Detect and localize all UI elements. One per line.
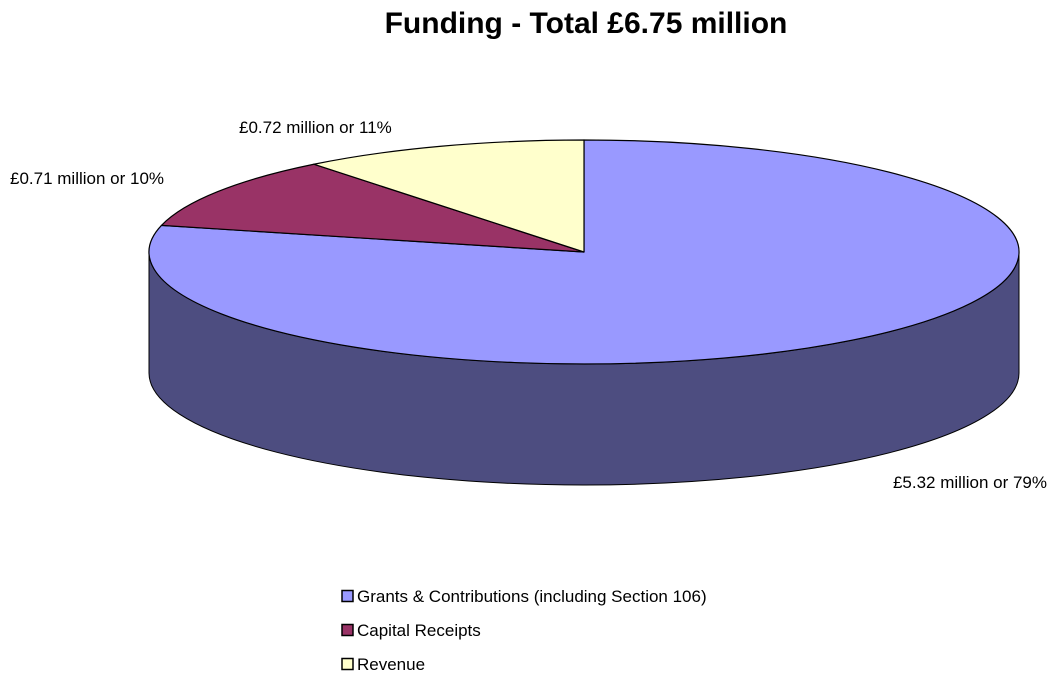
pie-slice-0 (148, 139, 1020, 365)
data-labels: £5.32 million or 79% £0.71 million or 10%… (10, 118, 1047, 492)
pie-slice-2 (313, 139, 585, 253)
legend-swatch-2 (341, 657, 354, 671)
legend: Grants & Contributions (including Sectio… (341, 587, 707, 674)
legend-swatch-1 (341, 623, 354, 637)
chart-title: Funding - Total £6.75 million (385, 7, 788, 40)
data-label-1: £0.71 million or 10% (10, 169, 164, 188)
data-label-0: £5.32 million or 79% (893, 473, 1047, 492)
legend-label-2: Revenue (357, 655, 425, 674)
legend-label-0: Grants & Contributions (including Sectio… (357, 587, 707, 606)
legend-swatch-0 (341, 589, 354, 603)
legend-label-1: Capital Receipts (357, 621, 481, 640)
pie-slice-1 (160, 163, 585, 253)
pie-3d (148, 139, 1020, 486)
data-label-2: £0.72 million or 11% (239, 118, 392, 137)
